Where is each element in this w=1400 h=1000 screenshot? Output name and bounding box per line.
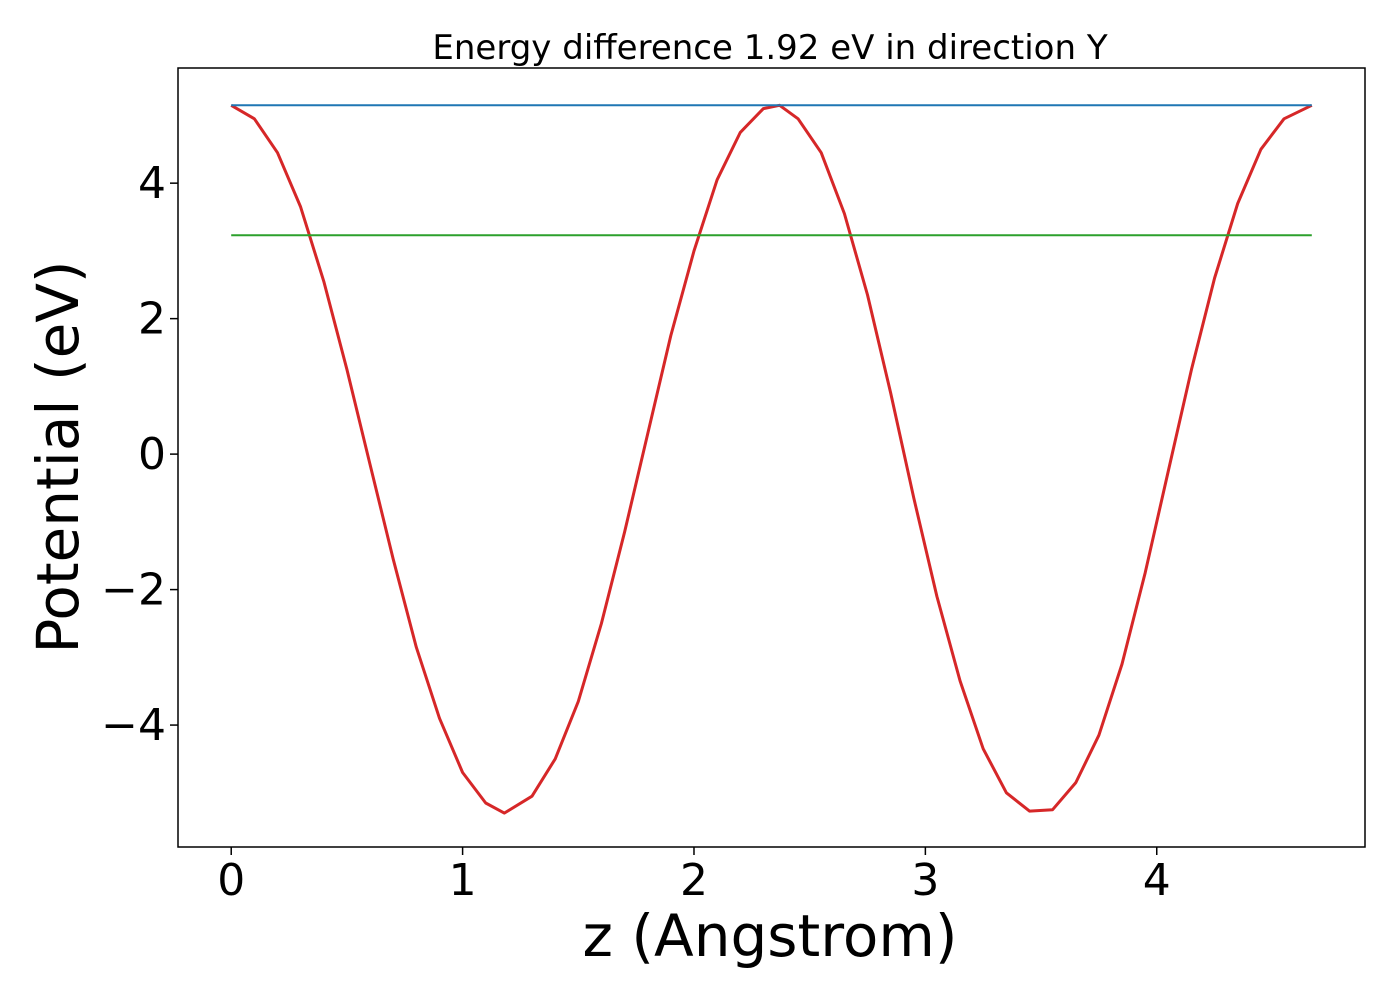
y-axis-title: Potential (eV) bbox=[24, 260, 92, 653]
y-tick-label: −4 bbox=[101, 700, 166, 751]
chart-title: Energy difference 1.92 eV in direction Y bbox=[432, 28, 1107, 68]
y-tick-label: 2 bbox=[138, 294, 166, 345]
x-tick-label: 2 bbox=[680, 855, 708, 906]
y-tick-label: −2 bbox=[101, 565, 166, 616]
x-tick-label: 3 bbox=[911, 855, 939, 906]
x-tick-label: 4 bbox=[1143, 855, 1171, 906]
y-axis-ticks: −4 −2 0 2 4 bbox=[101, 158, 178, 751]
x-axis-title: z (Angstrom) bbox=[583, 902, 958, 970]
x-axis-ticks: 0 1 2 3 4 bbox=[217, 847, 1171, 906]
series-layer bbox=[230, 103, 1313, 815]
x-tick-label: 0 bbox=[217, 855, 245, 906]
plot-area-frame bbox=[177, 67, 1366, 848]
x-tick-label: 1 bbox=[449, 855, 477, 906]
y-tick-label: 4 bbox=[138, 158, 166, 209]
y-tick-label: 0 bbox=[138, 429, 166, 480]
potential-curve bbox=[230, 103, 1313, 815]
